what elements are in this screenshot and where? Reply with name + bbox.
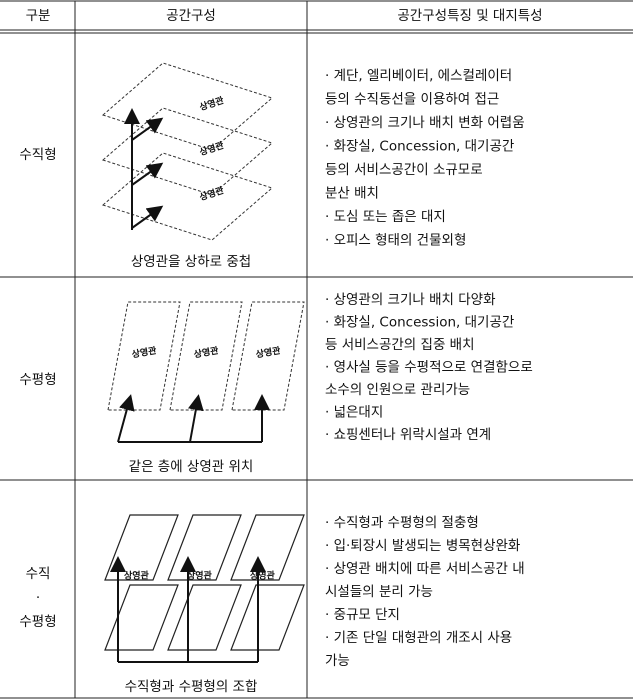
type-label: 수직 — [26, 566, 51, 582]
diagram-label: 상영관 — [255, 344, 282, 360]
diagram-label: 상영관 — [250, 570, 276, 582]
feature-line: · 영사실 등을 수평적으로 연결함으로 — [325, 360, 533, 376]
feature-line: 등 서비스공간의 집중 배치 — [325, 337, 475, 353]
diagram-horizontal: 상영관 상영관 상영관 — [107, 301, 305, 443]
feature-line: · 계단, 엘리베이터, 에스컬레이터 — [325, 68, 512, 84]
type-label: 수직형 — [19, 147, 56, 163]
diagram-label: 상영관 — [124, 570, 150, 582]
diagram-label: 상영관 — [187, 570, 213, 582]
feature-line: 가능 — [325, 653, 350, 669]
feature-line: 등의 서비스공간이 소규모로 — [325, 162, 483, 178]
feature-line: 등의 수직동선을 이용하여 접근 — [325, 92, 499, 108]
feature-line: · 수직형과 수평형의 절충형 — [325, 515, 479, 531]
feature-line: · 입·퇴장시 발생되는 병목현상완화 — [325, 538, 520, 554]
diagram-caption: 수직형과 수평형의 조합 — [125, 679, 258, 695]
feature-line: · 화장실, Concession, 대기공간 — [325, 315, 514, 331]
feature-line: 소수의 인원으로 관리가능 — [325, 382, 470, 398]
feature-line: · 오피스 형태의 건물외형 — [325, 233, 466, 249]
type-label: 수평형 — [19, 372, 56, 388]
feature-line: · 상영관의 크기나 배치 변화 어렵움 — [325, 115, 525, 131]
feature-line: · 중규모 단지 — [325, 607, 400, 623]
feature-line: · 상영관 배치에 따른 서비스공간 내 — [325, 561, 525, 577]
type-label: 수평형 — [19, 614, 56, 630]
feature-line: · 쇼핑센터나 위락시설과 연계 — [325, 427, 491, 443]
feature-line: · 화장실, Concession, 대기공간 — [325, 139, 514, 155]
diagram-vertical: 상영관 상영관 상영관 — [102, 62, 273, 241]
diagram-caption: 같은 층에 상영관 위치 — [129, 459, 254, 475]
type-label: · — [36, 590, 40, 606]
feature-line: · 기존 단일 대형관의 개조시 사용 — [325, 630, 512, 646]
diagram-combined: 상영관 상영관 상영관 — [104, 514, 305, 663]
feature-line: 시설들의 분리 가능 — [325, 584, 433, 600]
diagram-label: 상영관 — [198, 94, 226, 113]
header-cell: 구분 — [26, 8, 51, 24]
diagram-caption: 상영관을 상하로 중첩 — [131, 254, 251, 270]
diagram-label: 상영관 — [198, 184, 226, 203]
header-cell: 공간구성특징 및 대지특성 — [397, 8, 542, 24]
diagram-label: 상영관 — [198, 139, 226, 158]
diagram-label: 상영관 — [131, 344, 158, 360]
header-cell: 공간구성 — [166, 8, 216, 24]
feature-line: · 상영관의 크기나 배치 다양화 — [325, 292, 496, 308]
feature-line: · 넓은대지 — [325, 405, 383, 421]
diagram-label: 상영관 — [193, 344, 220, 360]
feature-line: 분산 배치 — [325, 186, 379, 202]
feature-line: · 도심 또는 좁은 대지 — [325, 209, 446, 225]
